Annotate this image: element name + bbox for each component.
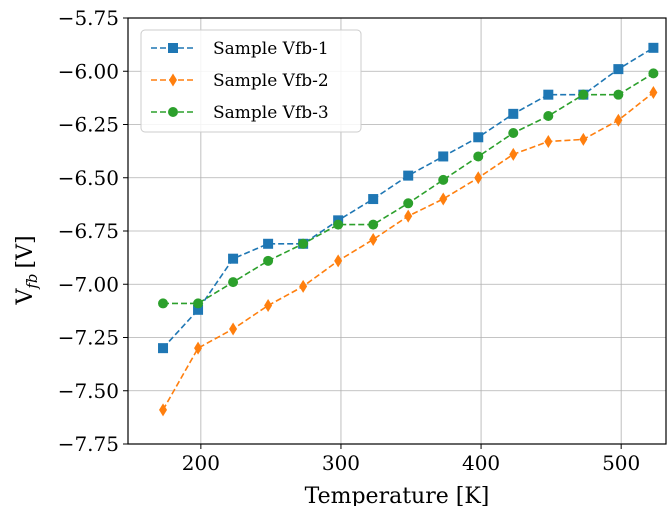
axis-ticks: 200 300 400 500 −5.75 −6.00 −6.25 −6.50 −6.75 −7.…: [58, 6, 641, 475]
data-point: [648, 68, 659, 79]
data-point: [473, 132, 484, 143]
data-point: [404, 209, 413, 223]
y-axis-label: Vfb [V]: [13, 235, 41, 305]
data-point: [439, 192, 448, 206]
y-tick-label: −7.00: [58, 272, 119, 296]
y-tick-label: −6.00: [58, 59, 119, 83]
data-point: [158, 298, 169, 309]
data-point: [613, 64, 624, 75]
data-point: [473, 151, 484, 162]
legend-label: Sample Vfb-2: [213, 71, 329, 91]
y-tick-label: −7.25: [58, 326, 119, 350]
data-point: [544, 135, 553, 149]
data-point: [264, 299, 273, 313]
data-point: [438, 151, 449, 162]
legend-item: Sample Vfb-2: [151, 71, 329, 91]
data-point: [193, 304, 204, 315]
series-layer: [158, 42, 659, 417]
data-point: [194, 341, 203, 355]
y-tick-label: −6.75: [58, 219, 119, 243]
data-point: [298, 238, 309, 249]
y-tick-label: −7.75: [58, 432, 119, 456]
legend-marker: [168, 43, 178, 53]
data-point: [368, 194, 379, 205]
data-point: [263, 238, 274, 249]
data-point: [509, 147, 518, 161]
data-point: [369, 233, 378, 247]
y-axis-label-unit: [V]: [13, 235, 38, 268]
data-point: [229, 322, 238, 336]
series-line: [162, 47, 654, 349]
data-point: [543, 110, 554, 121]
legend: Sample Vfb-1 Sample Vfb-2 Sample Vfb-3: [140, 29, 362, 133]
x-tick-label: 500: [602, 451, 640, 475]
legend-marker: [168, 107, 178, 117]
data-point: [613, 89, 624, 100]
legend-label: Sample Vfb-3: [213, 103, 329, 123]
y-axis-label-main: V: [13, 288, 38, 306]
data-point: [578, 89, 589, 100]
legend-box: [140, 29, 362, 133]
data-point: [368, 219, 379, 230]
data-point: [649, 86, 658, 100]
data-point: [158, 343, 169, 354]
data-point: [438, 174, 449, 185]
legend-item: Sample Vfb-3: [151, 103, 329, 123]
legend-item: Sample Vfb-1: [151, 39, 329, 59]
data-point: [193, 298, 204, 309]
x-axis-label: Temperature [K]: [305, 484, 490, 506]
x-tick-label: 400: [462, 451, 500, 475]
y-tick-label: −6.25: [58, 113, 119, 137]
data-point: [333, 219, 344, 230]
data-point: [299, 279, 308, 293]
series-3: [158, 68, 659, 309]
data-point: [614, 113, 623, 127]
y-tick-label: −6.50: [58, 166, 119, 190]
data-point: [263, 255, 274, 266]
legend-label: Sample Vfb-1: [213, 39, 329, 59]
data-point: [543, 89, 554, 100]
data-point: [159, 403, 168, 417]
legend-marker: [169, 73, 177, 87]
y-axis-label-subscript: fb: [23, 274, 41, 290]
series-2: [159, 86, 658, 417]
data-point: [508, 108, 519, 119]
data-point: [403, 170, 414, 181]
data-point: [474, 171, 483, 185]
data-point: [403, 198, 414, 209]
data-point: [334, 254, 343, 268]
y-tick-label: −7.50: [58, 379, 119, 403]
data-point: [508, 128, 519, 139]
data-point: [228, 277, 239, 288]
x-tick-label: 300: [322, 451, 360, 475]
x-tick-label: 200: [182, 451, 220, 475]
data-point: [648, 42, 659, 53]
y-tick-label: −5.75: [58, 6, 119, 30]
data-point: [228, 253, 239, 264]
data-point: [579, 132, 588, 146]
